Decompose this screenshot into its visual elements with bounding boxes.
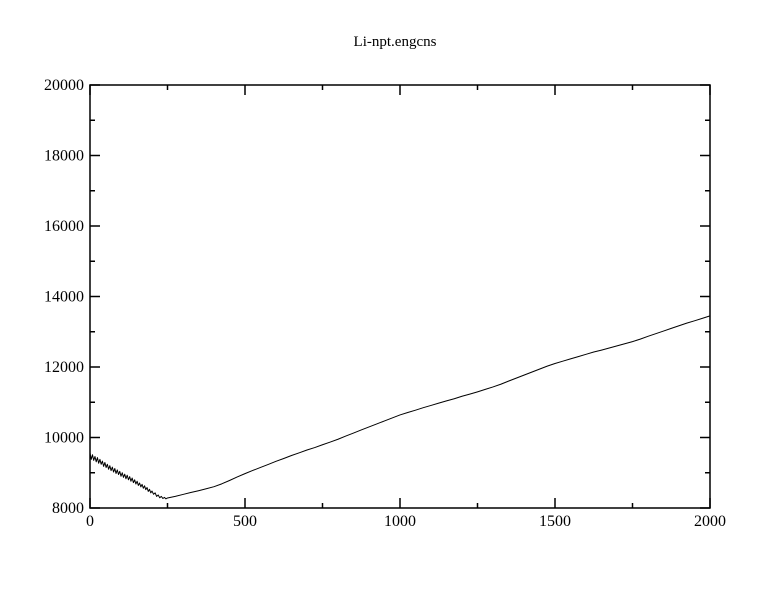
x-tick-label: 500 [233,513,257,530]
y-tick-label: 20000 [44,77,84,94]
x-tick-label: 2000 [694,513,726,530]
x-tick-label: 1000 [384,513,416,530]
y-tick-label: 8000 [52,500,84,517]
y-tick-label: 12000 [44,359,84,376]
y-tick-label: 18000 [44,148,84,165]
chart-title: Li-npt.engcns [354,34,437,50]
plot-frame-rect [89,84,711,509]
y-tick-label: 14000 [44,289,84,306]
data-series-line [89,315,711,500]
axis-ticks [89,84,711,509]
y-tick-label: 10000 [44,430,84,447]
plot-frame [89,84,711,509]
x-tick-label: 1500 [539,513,571,530]
x-tick-label: 0 [86,513,94,530]
data-series [89,315,711,500]
y-tick-label: 16000 [44,218,84,235]
tick-labels: 0 500 1000 1500 2000 8000 10000 12000 14000 16000… [44,77,726,530]
